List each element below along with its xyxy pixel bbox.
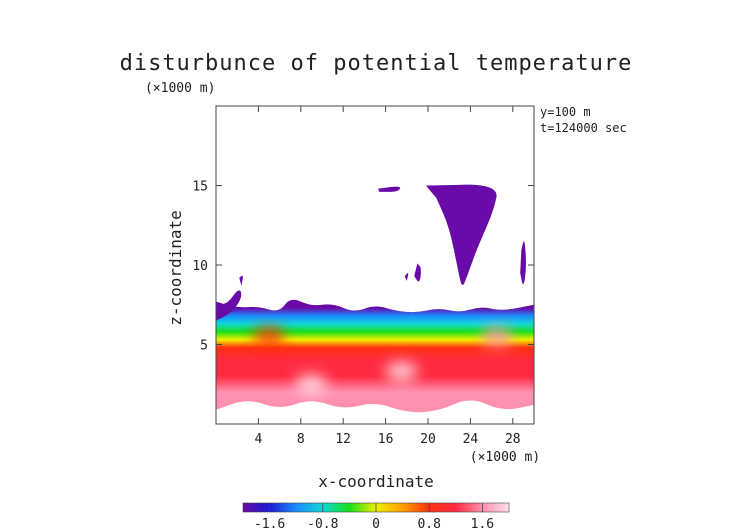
warm-spot-2 (385, 361, 418, 382)
temperature-field (216, 299, 534, 413)
colorbar-tick-label: 0.8 (417, 517, 440, 532)
low-blob-0 (425, 184, 497, 285)
info-y: y=100 m (540, 105, 591, 119)
y-axis-ticks: 5 10 15 (192, 180, 534, 354)
low-blob-7 (239, 275, 243, 286)
x-tick-label: 12 (335, 432, 351, 447)
warm-spots (253, 326, 513, 395)
x-axis-label: x-coordinate (318, 472, 434, 491)
warm-spot-0 (253, 326, 285, 347)
warm-spot-1 (480, 326, 513, 347)
plot-area (216, 184, 553, 413)
low-blob-1 (520, 241, 526, 285)
x-tick-label: 8 (297, 432, 305, 447)
low-value-blobs (216, 184, 553, 321)
x-axis-ticks: 4 8 12 16 20 24 28 (254, 106, 521, 447)
x-tick-label: 4 (254, 432, 262, 447)
low-blob-2 (545, 185, 553, 191)
colorbar-tick-label: 0 (372, 517, 380, 532)
x-tick-label: 28 (505, 432, 521, 447)
colorbar-tick-label: -0.8 (307, 517, 338, 532)
x-tick-label: 20 (420, 432, 436, 447)
y-axis-label: z-coordinate (166, 210, 185, 326)
low-blob-4 (414, 263, 421, 282)
low-blob-5 (404, 272, 409, 281)
colorbar: -1.6 -0.8 0 0.8 1.6 (242, 502, 510, 532)
low-blob-6 (216, 290, 242, 321)
x-tick-label: 16 (378, 432, 394, 447)
colorbar-tick-label: -1.6 (254, 517, 285, 532)
chart-title: disturbunce of potential temperature (120, 51, 633, 76)
y-tick-label: 5 (200, 339, 208, 354)
unit-label: (×1000 m) (145, 81, 215, 96)
info-t: t=124000 sec (540, 121, 627, 135)
x-tick-label: 24 (463, 432, 479, 447)
colorbar-tick-label: 1.6 (471, 517, 494, 532)
x-unit-label: (×1000 m) (470, 450, 540, 465)
colorbar-ticks: -1.6 -0.8 0 0.8 1.6 (254, 503, 494, 532)
y-tick-label: 10 (192, 259, 208, 274)
y-tick-label: 15 (192, 180, 208, 195)
low-blob-3 (378, 186, 401, 192)
warm-spot-3 (295, 374, 328, 395)
